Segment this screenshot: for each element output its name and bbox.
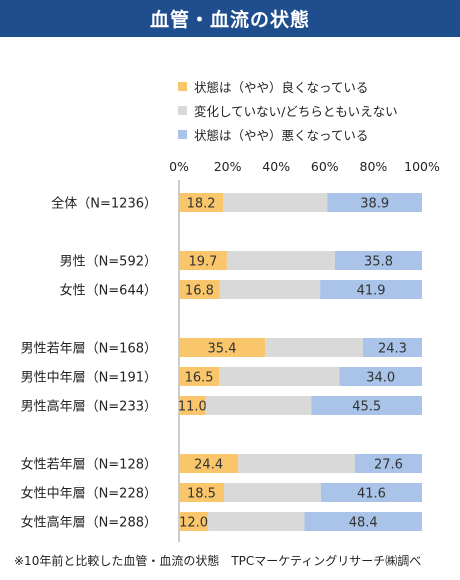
x-tick-label: 80% bbox=[360, 159, 388, 174]
data-label: 48.4 bbox=[349, 516, 378, 531]
category-label: 男性若年層（N=168） bbox=[21, 341, 157, 357]
bar-segment bbox=[339, 367, 422, 386]
data-label: 35.8 bbox=[364, 255, 393, 270]
data-label: 16.8 bbox=[185, 284, 214, 299]
bar-segment bbox=[219, 280, 321, 299]
data-label: 19.7 bbox=[188, 255, 217, 270]
legend: 状態は（やや）良くなっている 変化していない/どちらともいえない 状態は（やや）… bbox=[178, 74, 398, 146]
bar-segment bbox=[179, 367, 220, 386]
bar-segment bbox=[179, 483, 224, 502]
bar-segment bbox=[265, 338, 363, 357]
bar-segment bbox=[362, 338, 422, 357]
bar-segment bbox=[320, 483, 422, 502]
bar-segment bbox=[223, 193, 328, 212]
data-label: 27.6 bbox=[374, 458, 403, 473]
legend-item-unchanged: 変化していない/どちらともいえない bbox=[178, 98, 398, 122]
category-label: 女性中年層（N=228） bbox=[21, 486, 157, 502]
data-label: 24.4 bbox=[194, 458, 223, 473]
x-tick-label: 40% bbox=[262, 159, 290, 174]
bar-segment bbox=[179, 251, 227, 270]
legend-swatch-worsened bbox=[178, 129, 187, 139]
bar-segment bbox=[208, 512, 305, 531]
bar-segment bbox=[226, 251, 336, 270]
legend-item-improved: 状態は（やや）良くなっている bbox=[178, 74, 398, 98]
legend-item-worsened: 状態は（やや）悪くなっている bbox=[178, 122, 398, 146]
bar-segment bbox=[179, 454, 239, 473]
data-label: 38.9 bbox=[360, 197, 389, 212]
bar-segment bbox=[219, 367, 340, 386]
bar-segment bbox=[320, 280, 422, 299]
bar-segment bbox=[327, 193, 422, 212]
x-tick-label: 100% bbox=[404, 159, 440, 174]
category-label: 女性（N=644） bbox=[60, 283, 157, 299]
legend-label-improved: 状態は（やや）良くなっている bbox=[194, 79, 369, 95]
bar-segment bbox=[311, 396, 422, 415]
category-label: 全体（N=1236） bbox=[51, 196, 157, 212]
category-label: 男性高年層（N=233） bbox=[21, 399, 157, 415]
x-tick-label: 0% bbox=[169, 159, 189, 174]
data-label: 12.0 bbox=[179, 516, 208, 531]
data-label: 18.5 bbox=[187, 487, 216, 502]
data-label: 45.5 bbox=[352, 400, 381, 415]
legend-swatch-improved bbox=[178, 81, 187, 91]
bar-segment bbox=[179, 193, 224, 212]
legend-label-worsened: 状態は（やや）悪くなっている bbox=[194, 127, 369, 143]
legend-swatch-unchanged bbox=[178, 105, 187, 115]
footnote: ※10年前と比較した血管・血流の状態 TPCマーケティングリサーチ㈱調べ bbox=[14, 554, 422, 568]
legend-label-unchanged: 変化していない/どちらともいえない bbox=[194, 103, 398, 119]
bar-segment bbox=[179, 338, 266, 357]
category-label: 女性若年層（N=128） bbox=[21, 457, 157, 473]
bar-segment bbox=[354, 454, 422, 473]
data-label: 11.0 bbox=[178, 400, 207, 415]
bar-segment bbox=[223, 483, 321, 502]
data-label: 34.0 bbox=[366, 371, 395, 386]
bar-segment bbox=[335, 251, 422, 270]
data-label: 16.5 bbox=[185, 371, 214, 386]
data-label: 18.2 bbox=[187, 197, 216, 212]
bar-segment bbox=[179, 280, 220, 299]
data-label: 41.9 bbox=[357, 284, 386, 299]
bar-segment bbox=[179, 512, 209, 531]
category-label: 男性（N=592） bbox=[60, 255, 157, 270]
x-tick-label: 60% bbox=[311, 159, 339, 174]
bar-segment bbox=[304, 512, 422, 531]
bar-segment bbox=[179, 396, 206, 415]
data-label: 24.3 bbox=[378, 342, 407, 357]
category-label: 男性中年層（N=191） bbox=[21, 371, 157, 386]
category-label: 女性高年層（N=288） bbox=[21, 515, 157, 531]
data-label: 35.4 bbox=[208, 342, 237, 357]
data-label: 41.6 bbox=[357, 487, 386, 502]
x-tick-label: 20% bbox=[214, 159, 242, 174]
bar-segment bbox=[238, 454, 355, 473]
chart-title: 血管・血流の状態 bbox=[0, 0, 460, 37]
bar-segment bbox=[205, 396, 312, 415]
